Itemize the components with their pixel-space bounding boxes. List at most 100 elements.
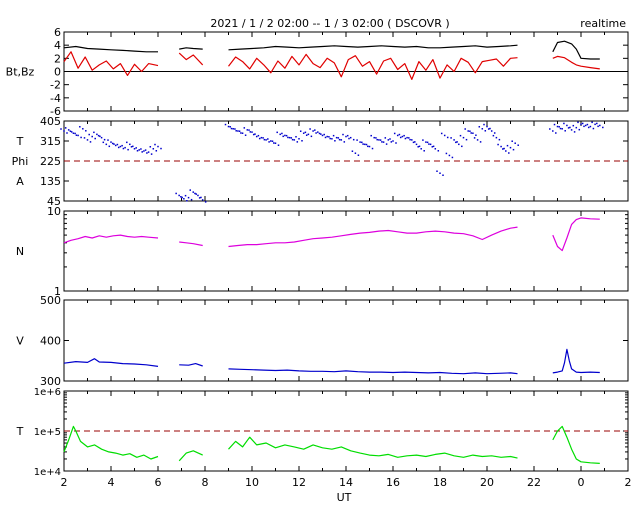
data-point	[556, 125, 559, 128]
y-tick-label: 135	[40, 175, 61, 188]
data-point	[252, 133, 255, 136]
data-point	[389, 138, 391, 140]
data-point	[414, 141, 416, 143]
data-point	[79, 126, 81, 128]
data-point	[412, 141, 415, 144]
data-point	[287, 136, 289, 139]
data-point	[100, 136, 103, 139]
data-point	[260, 136, 263, 139]
data-point	[422, 139, 424, 141]
data-point	[580, 123, 582, 126]
data-point	[282, 135, 284, 138]
data-point	[434, 148, 437, 150]
data-point	[503, 147, 505, 150]
data-point	[160, 147, 162, 150]
data-point	[475, 134, 477, 136]
data-point	[432, 145, 435, 148]
data-point	[141, 151, 143, 153]
data-point	[346, 134, 349, 137]
data-point	[74, 132, 76, 135]
data-point	[495, 136, 498, 139]
data-point	[270, 140, 272, 142]
y-tick-label: 0	[54, 66, 61, 79]
data-point	[406, 136, 408, 139]
data-point	[60, 128, 62, 130]
data-point	[126, 141, 128, 144]
x-axis-label: UT	[337, 491, 352, 504]
x-tick-label: 10	[245, 476, 259, 489]
data-point	[229, 126, 231, 128]
data-point	[498, 138, 501, 141]
data-point	[80, 136, 82, 139]
data-point	[473, 137, 476, 139]
data-point	[597, 125, 599, 128]
data-point	[237, 130, 239, 132]
data-point	[127, 148, 129, 151]
x-tick-label: 12	[292, 476, 306, 489]
data-point	[493, 132, 496, 134]
data-point	[63, 130, 65, 132]
data-point	[108, 145, 111, 148]
y-tick-label: 300	[40, 375, 61, 388]
data-point	[352, 138, 355, 141]
data-point	[483, 123, 485, 126]
y-tick-label: 1e+4	[34, 467, 61, 478]
data-point	[132, 145, 134, 148]
y-tick-label: 400	[40, 335, 61, 348]
data-point	[105, 143, 108, 146]
data-point	[558, 126, 560, 128]
data-point	[596, 122, 598, 125]
data-point	[195, 193, 197, 195]
data-point	[334, 140, 336, 142]
data-point	[443, 134, 446, 137]
panel-frame	[63, 210, 629, 292]
panel-speed: 500 400 300 V	[16, 294, 629, 388]
x-tick-label: 6	[155, 476, 162, 489]
series-bz-line	[63, 51, 600, 80]
data-point	[340, 139, 343, 141]
data-point	[492, 134, 495, 137]
data-point	[268, 141, 270, 143]
data-point	[114, 144, 117, 147]
data-point	[113, 143, 115, 145]
data-point	[150, 153, 153, 155]
y-tick-label: 1	[54, 285, 61, 298]
data-point	[448, 154, 451, 157]
data-point	[192, 191, 194, 193]
data-point	[130, 146, 133, 148]
data-point	[583, 125, 585, 128]
data-point	[445, 152, 448, 155]
data-point	[82, 128, 84, 130]
data-point	[442, 174, 444, 176]
series-temperature-line	[63, 425, 600, 464]
data-point	[155, 150, 158, 152]
data-point	[470, 132, 472, 134]
data-point	[555, 132, 557, 134]
data-point	[379, 139, 382, 141]
data-point	[417, 146, 419, 148]
data-point	[367, 145, 369, 148]
data-point	[157, 145, 159, 148]
data-point	[467, 130, 469, 132]
data-point	[285, 134, 288, 137]
data-point	[337, 137, 340, 139]
data-point	[549, 128, 551, 130]
data-point	[511, 140, 513, 142]
data-point	[281, 132, 283, 135]
data-point	[572, 124, 575, 127]
data-point	[265, 139, 267, 141]
data-point	[103, 138, 106, 141]
data-point	[293, 139, 296, 141]
x-tick-label: 14	[339, 476, 353, 489]
data-point	[77, 134, 79, 137]
data-point	[124, 146, 126, 149]
data-point	[279, 133, 281, 136]
data-point	[381, 141, 383, 143]
data-point	[326, 135, 328, 138]
x-tick-label: 2	[61, 476, 68, 489]
data-point	[258, 137, 261, 140]
data-point	[487, 128, 490, 130]
data-point	[408, 137, 410, 139]
data-point	[320, 133, 322, 135]
data-point	[91, 135, 93, 138]
